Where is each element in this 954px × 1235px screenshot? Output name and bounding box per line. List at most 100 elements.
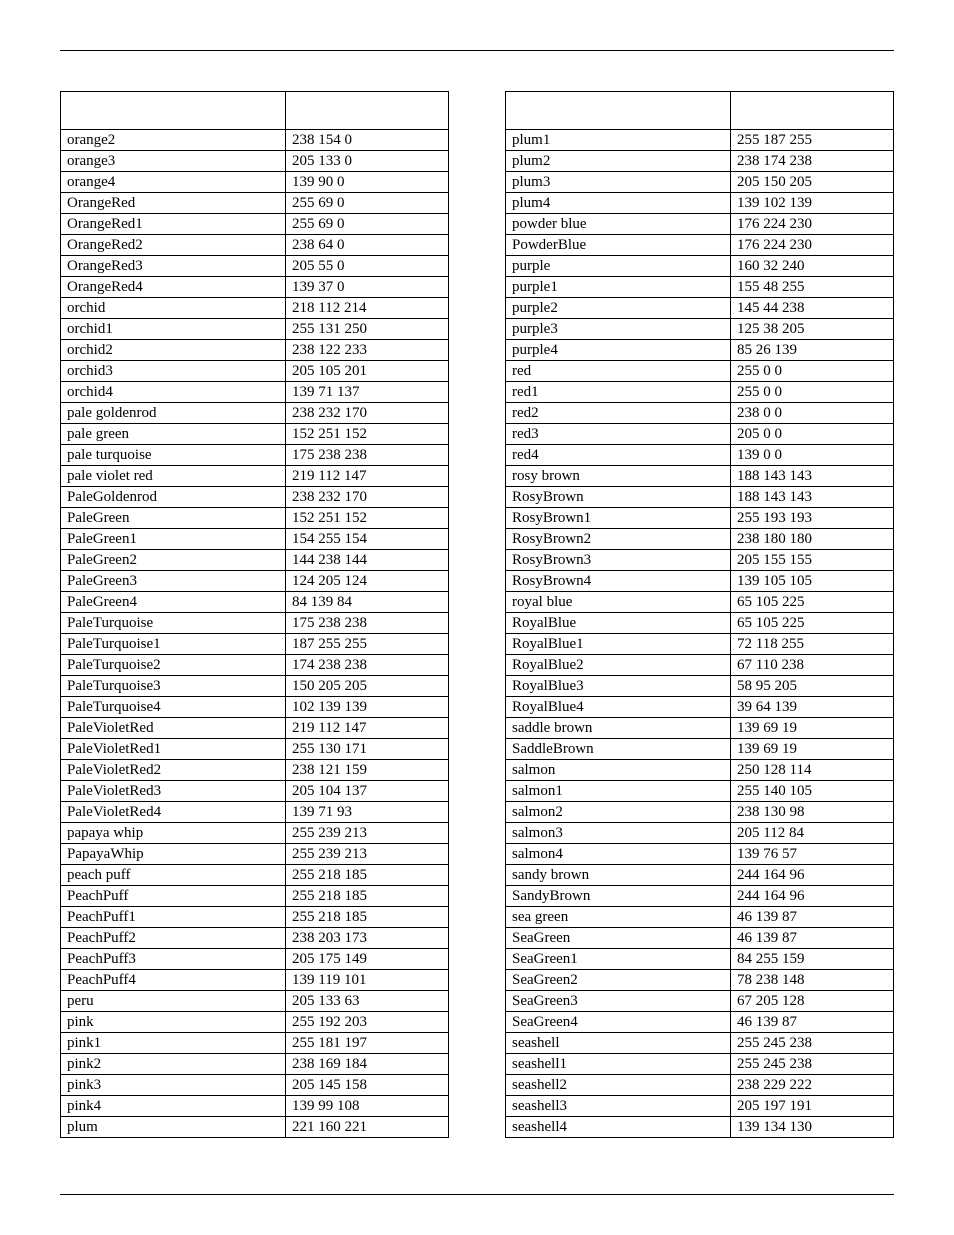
color-rgb-cell: 124 205 124 [286,571,449,592]
color-name-cell: pink2 [61,1054,286,1075]
color-name-cell: orchid1 [61,319,286,340]
color-rgb-cell: 65 105 225 [731,592,894,613]
table-row: RoyalBlue358 95 205 [506,676,894,697]
color-name-cell: purple3 [506,319,731,340]
table-row: plum1255 187 255 [506,130,894,151]
color-name-cell: sea green [506,907,731,928]
color-name-cell: pink4 [61,1096,286,1117]
color-name-cell: PeachPuff [61,886,286,907]
table-row: PaleGreen1154 255 154 [61,529,449,550]
color-name-cell: PaleTurquoise1 [61,634,286,655]
color-name-cell: peach puff [61,865,286,886]
color-rgb-cell: 205 105 201 [286,361,449,382]
color-name-cell: PaleVioletRed4 [61,802,286,823]
color-name-cell: salmon4 [506,844,731,865]
color-rgb-cell: 244 164 96 [731,865,894,886]
table-row: PeachPuff1255 218 185 [61,907,449,928]
color-name-cell: plum1 [506,130,731,151]
color-name-cell: PaleTurquoise2 [61,655,286,676]
table-row: PeachPuff2238 203 173 [61,928,449,949]
color-rgb-cell: 238 229 222 [731,1075,894,1096]
color-rgb-cell: 238 154 0 [286,130,449,151]
color-name-cell: orchid [61,298,286,319]
color-rgb-cell: 219 112 147 [286,466,449,487]
color-rgb-cell: 187 255 255 [286,634,449,655]
color-rgb-cell: 205 55 0 [286,256,449,277]
bottom-rule [60,1194,894,1195]
table-row: salmon2238 130 98 [506,802,894,823]
table-row: OrangeRed1255 69 0 [61,214,449,235]
color-rgb-cell: 221 160 221 [286,1117,449,1138]
color-rgb-cell: 139 37 0 [286,277,449,298]
color-rgb-cell: 238 180 180 [731,529,894,550]
color-rgb-cell: 255 181 197 [286,1033,449,1054]
color-rgb-cell: 238 174 238 [731,151,894,172]
color-name-cell: RoyalBlue4 [506,697,731,718]
color-rgb-cell: 255 192 203 [286,1012,449,1033]
color-rgb-cell: 255 0 0 [731,382,894,403]
table-row: PaleVioletRed219 112 147 [61,718,449,739]
color-rgb-cell: 205 145 158 [286,1075,449,1096]
table-row: PaleTurquoise4102 139 139 [61,697,449,718]
table-row: orchid3205 105 201 [61,361,449,382]
table-row: red1255 0 0 [506,382,894,403]
table-row: orange2238 154 0 [61,130,449,151]
table-row: PaleVioletRed4139 71 93 [61,802,449,823]
color-name-cell: plum3 [506,172,731,193]
table-row: PeachPuff4139 119 101 [61,970,449,991]
color-name-cell: plum2 [506,151,731,172]
two-column-layout: orange2238 154 0orange3205 133 0orange41… [60,91,894,1138]
color-name-cell: PaleVioletRed1 [61,739,286,760]
table-row: RosyBrown188 143 143 [506,487,894,508]
color-rgb-cell: 219 112 147 [286,718,449,739]
color-rgb-cell: 160 32 240 [731,256,894,277]
table-row: PaleGreen152 251 152 [61,508,449,529]
color-rgb-cell: 175 238 238 [286,445,449,466]
table-row: seashell255 245 238 [506,1033,894,1054]
table-row: pink1255 181 197 [61,1033,449,1054]
table-row: red2238 0 0 [506,403,894,424]
table-row: orchid4139 71 137 [61,382,449,403]
table-row: SeaGreen446 139 87 [506,1012,894,1033]
color-name-cell: SeaGreen [506,928,731,949]
table-row: SeaGreen46 139 87 [506,928,894,949]
color-rgb-cell: 139 90 0 [286,172,449,193]
color-name-cell: salmon3 [506,823,731,844]
color-rgb-cell: 139 105 105 [731,571,894,592]
table-row: RoyalBlue65 105 225 [506,613,894,634]
color-name-cell: PaleVioletRed2 [61,760,286,781]
color-rgb-cell: 139 71 93 [286,802,449,823]
color-rgb-cell: 176 224 230 [731,214,894,235]
table-row: pink2238 169 184 [61,1054,449,1075]
color-name-cell: PapayaWhip [61,844,286,865]
table-row: PaleVioletRed1255 130 171 [61,739,449,760]
color-name-cell: purple1 [506,277,731,298]
table-row: plum4139 102 139 [506,193,894,214]
rgb-header [731,92,894,130]
color-rgb-cell: 255 239 213 [286,823,449,844]
color-rgb-cell: 255 69 0 [286,193,449,214]
table-row: PaleGreen2144 238 144 [61,550,449,571]
table-row: PaleGreen3124 205 124 [61,571,449,592]
color-rgb-cell: 175 238 238 [286,613,449,634]
table-row: PapayaWhip255 239 213 [61,844,449,865]
color-name-cell: royal blue [506,592,731,613]
color-name-cell: orange3 [61,151,286,172]
color-rgb-cell: 205 155 155 [731,550,894,571]
color-rgb-cell: 139 71 137 [286,382,449,403]
table-row: RosyBrown4139 105 105 [506,571,894,592]
color-rgb-cell: 205 0 0 [731,424,894,445]
table-row: salmon250 128 114 [506,760,894,781]
table-row: salmon4139 76 57 [506,844,894,865]
color-name-cell: purple4 [506,340,731,361]
color-name-cell: purple2 [506,298,731,319]
table-header-row [506,92,894,130]
color-name-cell: RosyBrown4 [506,571,731,592]
color-rgb-cell: 205 197 191 [731,1096,894,1117]
color-name-cell: orchid4 [61,382,286,403]
color-name-cell: OrangeRed4 [61,277,286,298]
color-name-cell: pale turquoise [61,445,286,466]
color-name-cell: SeaGreen4 [506,1012,731,1033]
color-name-cell: PeachPuff2 [61,928,286,949]
color-name-cell: RoyalBlue2 [506,655,731,676]
